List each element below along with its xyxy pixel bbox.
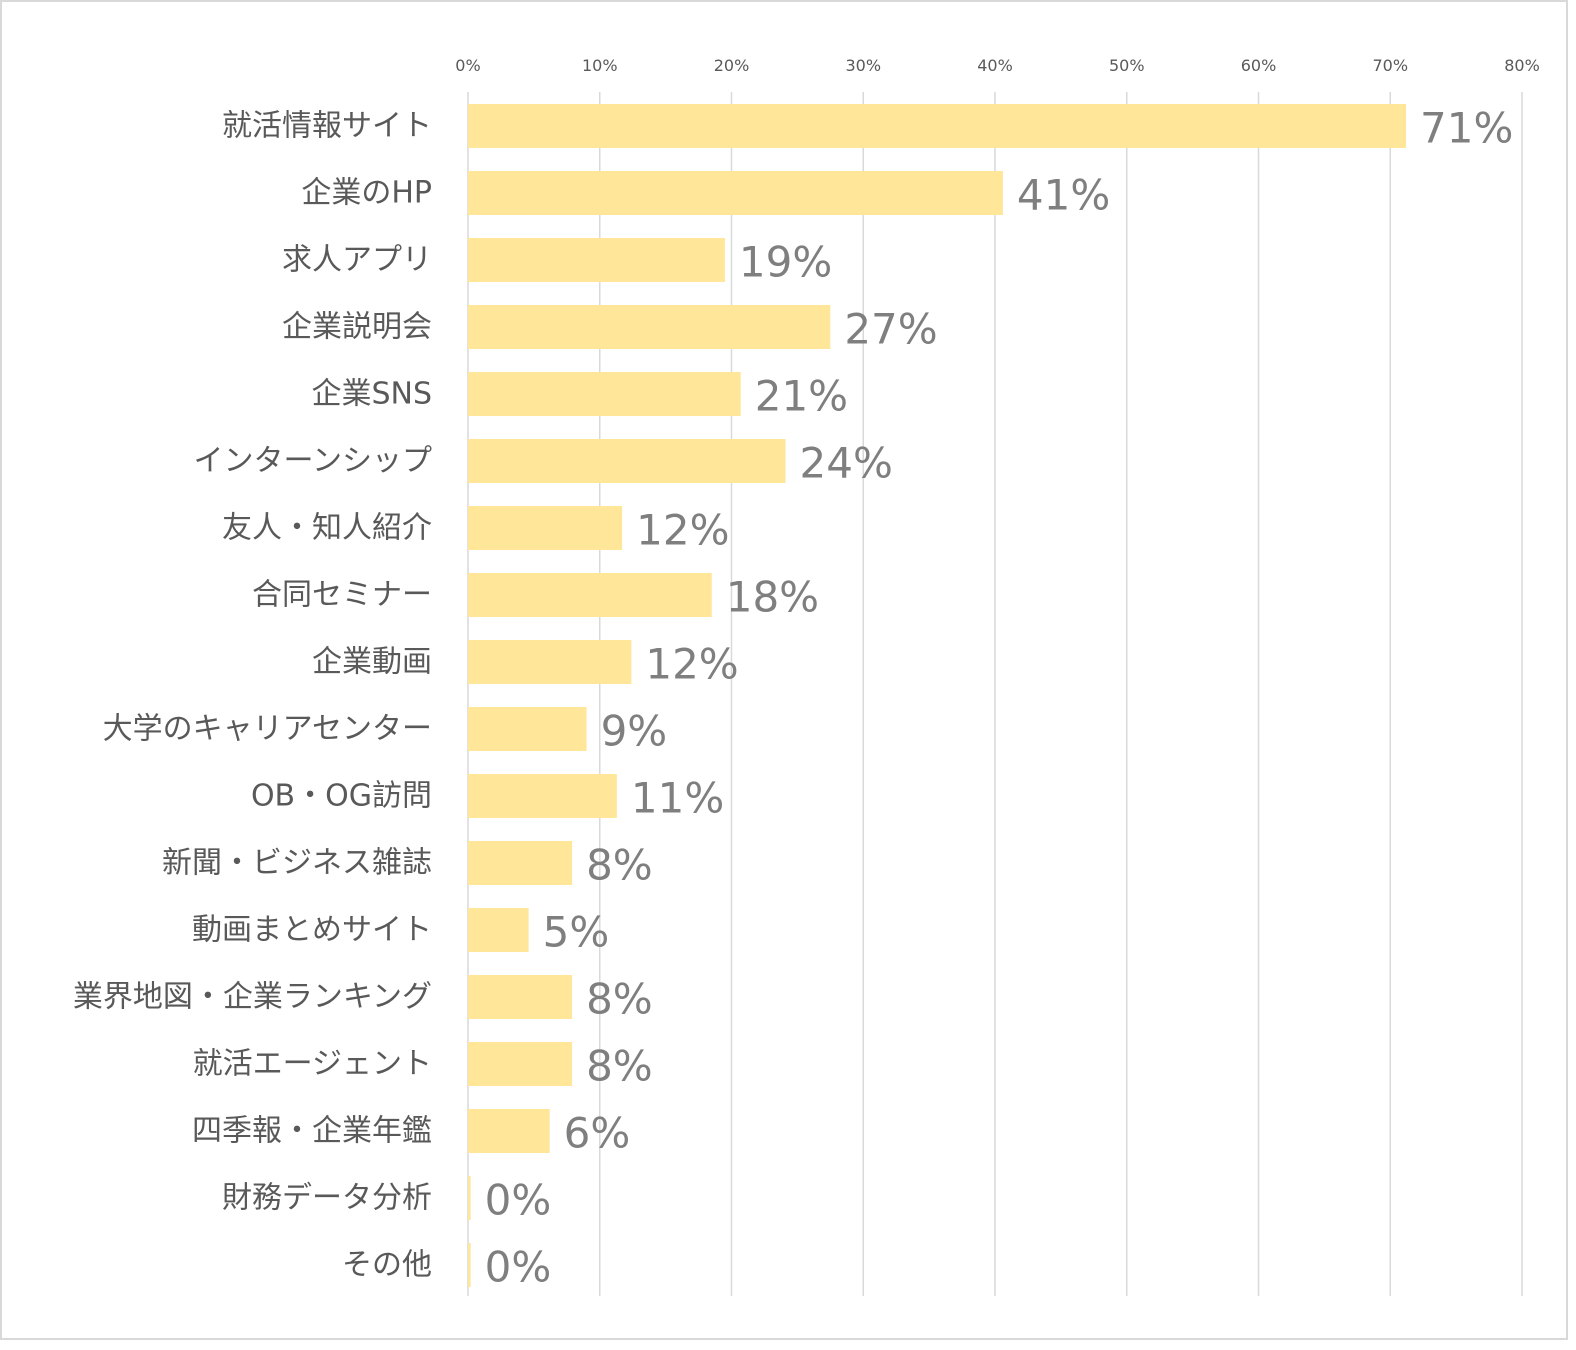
category-label: 企業動画	[312, 645, 432, 680]
bar	[468, 305, 831, 349]
bar	[468, 171, 1003, 215]
bar	[468, 1243, 471, 1287]
data-label: 19%	[739, 238, 832, 287]
data-label: 6%	[564, 1109, 631, 1158]
gridlines	[467, 92, 1523, 1296]
category-label: 大学のキャリアセンター	[103, 712, 432, 747]
category-label: 新聞・ビジネス雑誌	[162, 846, 432, 881]
bar	[468, 573, 712, 617]
x-tick-label: 70%	[1372, 56, 1408, 75]
data-label: 8%	[586, 975, 653, 1024]
x-tick-label: 10%	[582, 56, 618, 75]
bar	[468, 841, 573, 885]
bar	[468, 1176, 471, 1220]
bar	[468, 372, 741, 416]
bar	[468, 104, 1407, 148]
value-labels: 71% 41% 19%27% 21% 24% 12% 18% 12% 9% 11% 8% 5% 8% 8%…	[485, 104, 1514, 1292]
x-tick-label: 0%	[455, 56, 480, 75]
bar	[468, 238, 725, 282]
category-label: 四季報・企業年鑑	[192, 1114, 432, 1149]
category-label: 就活情報サイト	[222, 109, 432, 144]
bar	[468, 506, 623, 550]
bar	[468, 1042, 573, 1086]
data-label: 8%	[586, 841, 653, 890]
bar	[468, 975, 573, 1019]
category-label: 友人・知人紹介	[222, 511, 432, 546]
data-label: 27%	[844, 305, 937, 354]
data-label: 24%	[800, 439, 893, 488]
bar	[468, 439, 786, 483]
x-tick-label: 50%	[1109, 56, 1145, 75]
x-tick-label: 60%	[1241, 56, 1277, 75]
category-label: その他	[342, 1248, 432, 1283]
x-tick-label: 40%	[977, 56, 1013, 75]
x-tick-label: 20%	[714, 56, 750, 75]
bars	[468, 104, 1407, 1287]
category-label: 求人アプリ	[282, 243, 432, 278]
category-label: 合同セミナー	[252, 578, 432, 613]
category-label: 財務データ分析	[222, 1181, 432, 1216]
data-label: 71%	[1420, 104, 1513, 153]
bar	[468, 640, 632, 684]
bar	[468, 908, 529, 952]
data-label: 41%	[1017, 171, 1110, 220]
data-label: 0%	[485, 1176, 552, 1225]
category-label: OB・OG訪問	[251, 779, 432, 814]
x-axis-ticks: 0% 10% 20% 30% 40% 50% 60% 70% 80%	[455, 56, 1539, 75]
x-tick-label: 30%	[845, 56, 881, 75]
category-label: 業界地図・企業ランキング	[73, 980, 432, 1015]
category-label: インターンシップ	[194, 444, 433, 479]
data-label: 18%	[726, 573, 819, 622]
data-label: 21%	[755, 372, 848, 421]
data-label: 11%	[631, 774, 724, 823]
x-tick-label: 80%	[1504, 56, 1540, 75]
category-label: 企業のHP	[301, 176, 432, 211]
category-label: 企業説明会	[282, 310, 432, 345]
data-label: 12%	[636, 506, 729, 555]
data-label: 12%	[645, 640, 738, 689]
bar	[468, 1109, 550, 1153]
bar	[468, 774, 617, 818]
data-label: 0%	[485, 1243, 552, 1292]
category-label: 企業SNS	[311, 377, 432, 412]
data-label: 5%	[543, 908, 610, 957]
category-label: 就活エージェント	[193, 1047, 432, 1082]
bar	[468, 707, 587, 751]
data-label: 9%	[601, 707, 668, 756]
data-label: 8%	[586, 1042, 653, 1091]
category-label: 動画まとめサイト	[192, 913, 432, 948]
